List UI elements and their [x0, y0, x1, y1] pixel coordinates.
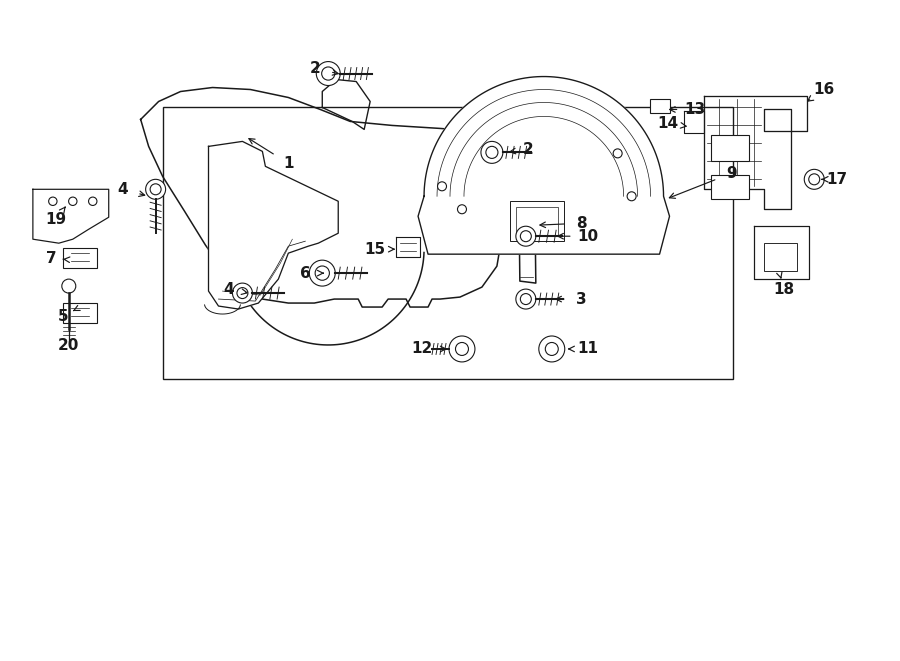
Bar [163, 108, 733, 379]
Circle shape [437, 182, 446, 191]
Circle shape [310, 260, 335, 286]
Polygon shape [33, 189, 109, 243]
Circle shape [68, 197, 77, 206]
Text: 9: 9 [726, 166, 737, 181]
Text: 7: 7 [46, 251, 56, 266]
Circle shape [613, 149, 622, 158]
Circle shape [88, 197, 97, 206]
Bar [650, 100, 670, 114]
Bar [63, 303, 96, 323]
Bar [516, 208, 558, 235]
Polygon shape [705, 97, 807, 210]
Text: 2: 2 [523, 142, 533, 157]
Circle shape [49, 197, 57, 206]
Text: 15: 15 [364, 242, 386, 256]
Circle shape [516, 226, 536, 246]
Polygon shape [518, 110, 536, 283]
Text: 3: 3 [576, 292, 587, 307]
Text: 1: 1 [284, 156, 293, 171]
Bar [63, 248, 96, 268]
Circle shape [321, 67, 335, 80]
Polygon shape [396, 237, 420, 257]
Text: 13: 13 [684, 102, 705, 117]
Circle shape [237, 288, 248, 299]
Circle shape [545, 342, 558, 356]
Circle shape [449, 336, 475, 362]
Circle shape [150, 184, 161, 195]
Circle shape [481, 141, 503, 163]
Circle shape [455, 342, 469, 356]
Bar [711, 175, 750, 199]
Text: 2: 2 [310, 61, 320, 76]
Circle shape [805, 169, 824, 189]
Circle shape [315, 266, 329, 280]
Text: 20: 20 [58, 338, 79, 354]
Circle shape [809, 174, 820, 185]
Text: 8: 8 [576, 215, 587, 231]
Text: 19: 19 [45, 212, 67, 227]
Circle shape [62, 279, 76, 293]
Text: 5: 5 [58, 309, 68, 323]
Text: 18: 18 [774, 282, 795, 297]
Polygon shape [418, 77, 670, 254]
Text: 4: 4 [117, 182, 128, 197]
Polygon shape [322, 79, 370, 130]
Circle shape [316, 61, 340, 85]
Bar [711, 136, 750, 161]
Circle shape [146, 179, 166, 199]
Circle shape [457, 205, 466, 214]
Polygon shape [754, 226, 809, 279]
Text: 14: 14 [657, 116, 678, 131]
Polygon shape [140, 87, 505, 307]
Circle shape [232, 283, 252, 303]
Text: 11: 11 [577, 342, 598, 356]
Circle shape [486, 146, 498, 159]
Text: 12: 12 [411, 342, 433, 356]
Polygon shape [209, 141, 338, 309]
Text: 17: 17 [826, 172, 848, 187]
Text: 6: 6 [300, 266, 310, 281]
Bar [764, 243, 797, 271]
Circle shape [520, 231, 531, 242]
Text: 4: 4 [223, 282, 234, 297]
Bar [510, 201, 563, 241]
Text: 16: 16 [814, 82, 835, 97]
Polygon shape [683, 112, 705, 134]
Circle shape [627, 192, 636, 201]
Circle shape [516, 289, 536, 309]
Circle shape [520, 293, 531, 305]
Text: 10: 10 [577, 229, 598, 244]
Circle shape [539, 336, 565, 362]
